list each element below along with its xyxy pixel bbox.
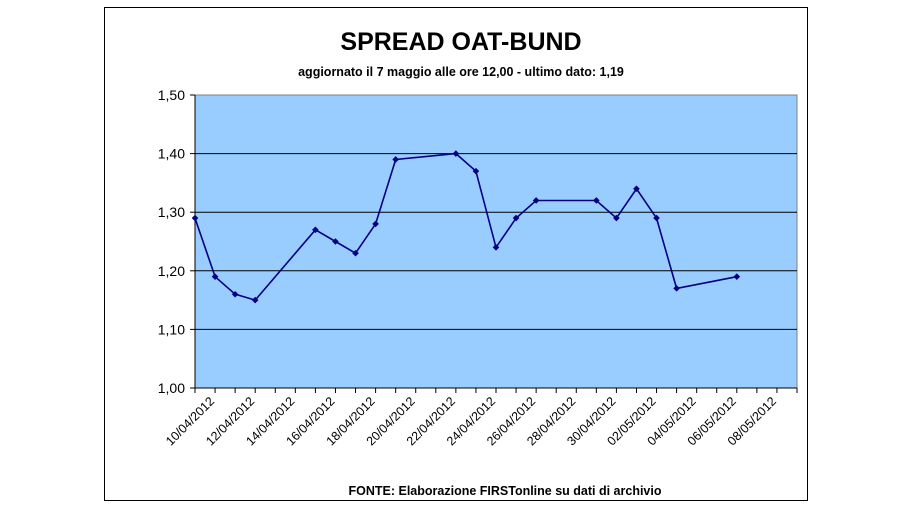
data-point [191, 214, 199, 222]
data-point [593, 197, 600, 204]
data-point [613, 214, 620, 222]
data-point [332, 238, 339, 245]
y-tick-label: 1,40 [158, 146, 185, 162]
y-tick-label: 1,50 [158, 87, 185, 103]
y-tick-label: 1,10 [158, 321, 185, 337]
data-point [392, 156, 399, 163]
chart-subtitle: aggiornato il 7 maggio alle ore 12,00 - … [298, 65, 624, 79]
data-point [653, 214, 660, 222]
chart-title: SPREAD OAT-BUND [340, 28, 581, 56]
data-point [372, 220, 379, 228]
chart-frame: SPREAD OAT-BUND aggiornato il 7 maggio a… [104, 7, 808, 501]
data-point [673, 285, 680, 292]
chart-source: FONTE: Elaborazione FIRSTonline su dati … [349, 484, 662, 498]
data-point [633, 185, 640, 193]
data-point [733, 273, 741, 280]
data-point [532, 197, 540, 204]
data-point [452, 150, 460, 157]
series-line [194, 152, 737, 302]
y-tick-label: 1,00 [158, 380, 185, 396]
plot-area [194, 94, 798, 389]
y-tick-label: 1,30 [158, 204, 185, 220]
y-tick-label: 1,20 [158, 263, 185, 279]
data-point [251, 296, 259, 304]
data-point [512, 214, 520, 222]
data-point [352, 249, 359, 257]
chart-svg: SPREAD OAT-BUND aggiornato il 7 maggio a… [158, 28, 798, 498]
data-point [472, 167, 480, 175]
data-point [312, 226, 319, 234]
data-point [492, 244, 500, 251]
data-point [231, 290, 239, 298]
